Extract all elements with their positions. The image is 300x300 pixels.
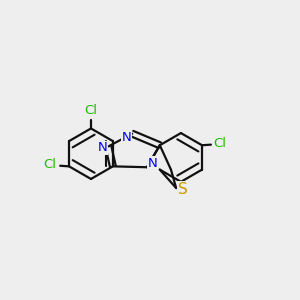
Text: N: N (148, 157, 157, 170)
Text: Cl: Cl (213, 137, 226, 150)
Text: N: N (121, 131, 131, 144)
Text: Cl: Cl (85, 104, 98, 117)
Text: N: N (98, 141, 107, 154)
Text: Cl: Cl (43, 158, 56, 171)
Text: S: S (178, 182, 188, 197)
